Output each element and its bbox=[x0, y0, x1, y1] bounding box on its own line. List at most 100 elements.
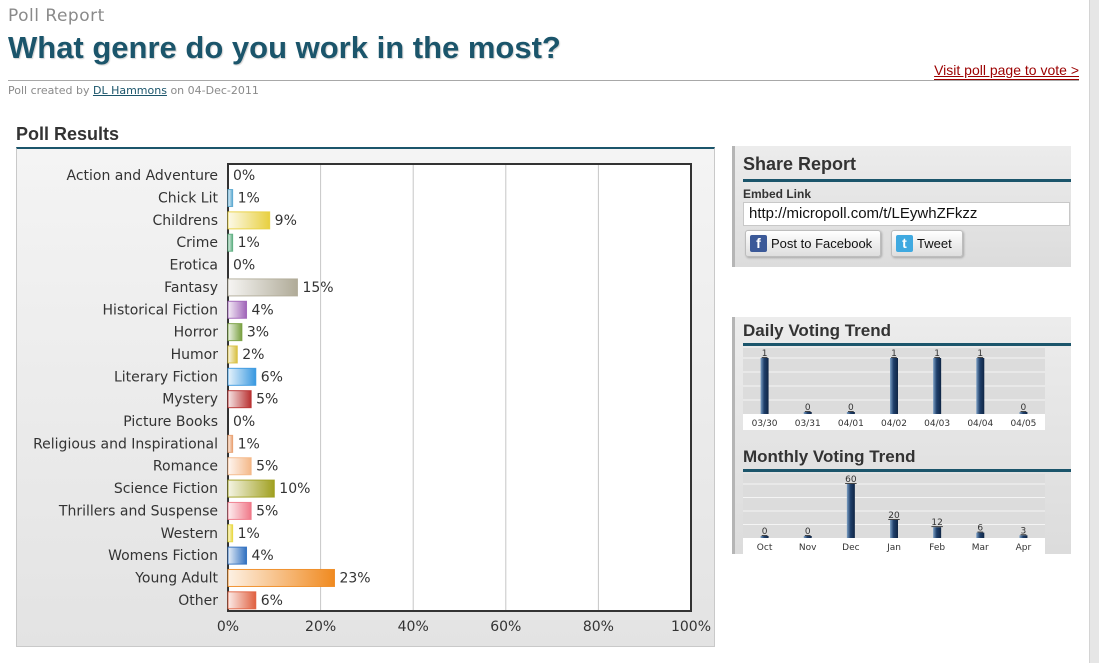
monthly-value-label: 60 bbox=[845, 475, 857, 485]
monthly-trend-heading: Monthly Voting Trend bbox=[743, 447, 916, 466]
daily-bar bbox=[846, 412, 855, 414]
daily-value-label: 0 bbox=[1021, 403, 1027, 413]
daily-category-label: 04/05 bbox=[1010, 419, 1036, 429]
monthly-bar bbox=[803, 536, 812, 538]
results-bar-chart: 0% 20% 40% 60% 80% 100% Action and Adventure 0%… bbox=[33, 163, 711, 635]
poll-bar bbox=[227, 524, 234, 543]
daily-value-label: 1 bbox=[977, 349, 983, 359]
visit-poll-link[interactable]: Visit poll page to vote > bbox=[934, 62, 1079, 81]
poll-bar bbox=[227, 345, 238, 364]
poll-bar bbox=[227, 211, 271, 230]
bar-value-label: 1% bbox=[238, 235, 260, 251]
monthly-trend-divider bbox=[743, 469, 1071, 472]
category-label: Young Adult bbox=[134, 570, 218, 586]
monthly-category-label: Mar bbox=[972, 543, 989, 553]
monthly-category-label: Oct bbox=[757, 543, 773, 553]
poll-bar bbox=[227, 591, 257, 610]
twitter-icon: t bbox=[896, 235, 913, 252]
bar-value-label: 2% bbox=[242, 347, 264, 363]
category-label: Literary Fiction bbox=[114, 369, 218, 385]
monthly-bar bbox=[976, 532, 985, 538]
bar-value-label: 1% bbox=[238, 526, 260, 542]
bar-value-label: 0% bbox=[233, 258, 255, 274]
daily-category-label: 04/01 bbox=[838, 419, 864, 429]
embed-link-field[interactable]: http://micropoll.com/t/LEywhZFkzz bbox=[743, 202, 1070, 226]
bar-value-label: 0% bbox=[233, 168, 255, 184]
category-label: Horror bbox=[174, 325, 219, 341]
daily-category-label: 04/03 bbox=[924, 419, 950, 429]
monthly-category-label: Nov bbox=[799, 543, 817, 553]
share-divider bbox=[743, 179, 1071, 182]
bar-value-label: 5% bbox=[256, 503, 278, 519]
page-title: What genre do you work in the most? bbox=[8, 30, 561, 65]
category-label: Historical Fiction bbox=[103, 302, 218, 318]
poll-bar bbox=[227, 501, 252, 520]
daily-bar bbox=[1019, 412, 1028, 414]
tweet-button[interactable]: t Tweet bbox=[891, 230, 963, 257]
category-label: Science Fiction bbox=[114, 481, 218, 497]
x-tick-label: 60% bbox=[490, 619, 521, 635]
x-tick-label: 40% bbox=[398, 619, 429, 635]
category-label: Womens Fiction bbox=[108, 548, 218, 564]
facebook-icon: f bbox=[750, 235, 767, 252]
monthly-bar bbox=[933, 527, 942, 538]
bar-value-label: 9% bbox=[275, 213, 297, 229]
poll-bar bbox=[227, 189, 234, 208]
post-to-facebook-button[interactable]: f Post to Facebook bbox=[745, 230, 881, 257]
poll-creator-line: Poll created by DL Hammons on 04-Dec-201… bbox=[8, 84, 259, 97]
bar-value-label: 23% bbox=[339, 570, 370, 586]
voting-trend-panel: Daily Voting Trend 1 03/30 0 03/31 0 04/01 1 04… bbox=[732, 317, 1071, 554]
daily-trend-heading: Daily Voting Trend bbox=[743, 321, 891, 340]
x-tick-label: 20% bbox=[305, 619, 336, 635]
share-report-heading: Share Report bbox=[743, 154, 857, 174]
daily-bar bbox=[976, 358, 985, 414]
monthly-bar bbox=[1019, 535, 1028, 538]
monthly-category-label: Dec bbox=[842, 543, 859, 553]
bar-value-label: 10% bbox=[279, 481, 310, 497]
daily-category-label: 04/02 bbox=[881, 419, 907, 429]
daily-bar bbox=[803, 412, 812, 414]
bar-value-label: 0% bbox=[233, 414, 255, 430]
category-label: Humor bbox=[171, 347, 219, 363]
category-label: Religious and Inspirational bbox=[33, 436, 218, 452]
category-label: Action and Adventure bbox=[67, 168, 219, 184]
category-label: Fantasy bbox=[164, 280, 218, 296]
daily-bar bbox=[760, 358, 769, 414]
x-tick-label: 80% bbox=[583, 619, 614, 635]
bar-value-label: 4% bbox=[252, 548, 274, 564]
chart-plot-border bbox=[227, 163, 692, 612]
poll-bar bbox=[227, 457, 252, 476]
tweet-button-label: Tweet bbox=[917, 236, 952, 251]
poll-bar bbox=[227, 390, 252, 409]
monthly-value-label: 12 bbox=[931, 518, 942, 528]
monthly-bar bbox=[760, 536, 769, 538]
monthly-value-label: 6 bbox=[977, 524, 983, 534]
bar-value-label: 3% bbox=[247, 325, 269, 341]
creator-link[interactable]: DL Hammons bbox=[92, 84, 167, 97]
daily-category-label: 03/30 bbox=[752, 419, 778, 429]
poll-bar bbox=[227, 278, 298, 297]
bar-value-label: 1% bbox=[238, 191, 260, 207]
poll-bar bbox=[227, 479, 275, 498]
category-label: Erotica bbox=[169, 258, 218, 274]
category-label: Thrillers and Suspense bbox=[58, 503, 218, 519]
page-scrollbar[interactable] bbox=[1089, 0, 1099, 663]
bar-value-label: 15% bbox=[302, 280, 333, 296]
daily-category-label: 03/31 bbox=[795, 419, 821, 429]
embed-link-label: Embed Link bbox=[743, 187, 812, 201]
poll-bar bbox=[227, 568, 335, 587]
category-label: Romance bbox=[153, 459, 218, 475]
daily-trend-chart: 1 03/30 0 03/31 0 04/01 1 04/02 1 04/03 1 04/04 0 04/… bbox=[743, 348, 1045, 430]
category-label: Other bbox=[178, 593, 218, 609]
bar-value-label: 1% bbox=[238, 436, 260, 452]
bar-value-label: 5% bbox=[256, 459, 278, 475]
poll-bar bbox=[227, 300, 248, 319]
bar-value-label: 6% bbox=[261, 369, 283, 385]
daily-category-label: 04/04 bbox=[967, 419, 993, 429]
monthly-bar bbox=[890, 520, 898, 538]
daily-value-label: 1 bbox=[934, 349, 940, 359]
monthly-value-label: 0 bbox=[762, 527, 768, 537]
facebook-button-label: Post to Facebook bbox=[771, 236, 873, 251]
monthly-axis-band bbox=[743, 538, 1045, 554]
daily-bar bbox=[933, 358, 942, 414]
